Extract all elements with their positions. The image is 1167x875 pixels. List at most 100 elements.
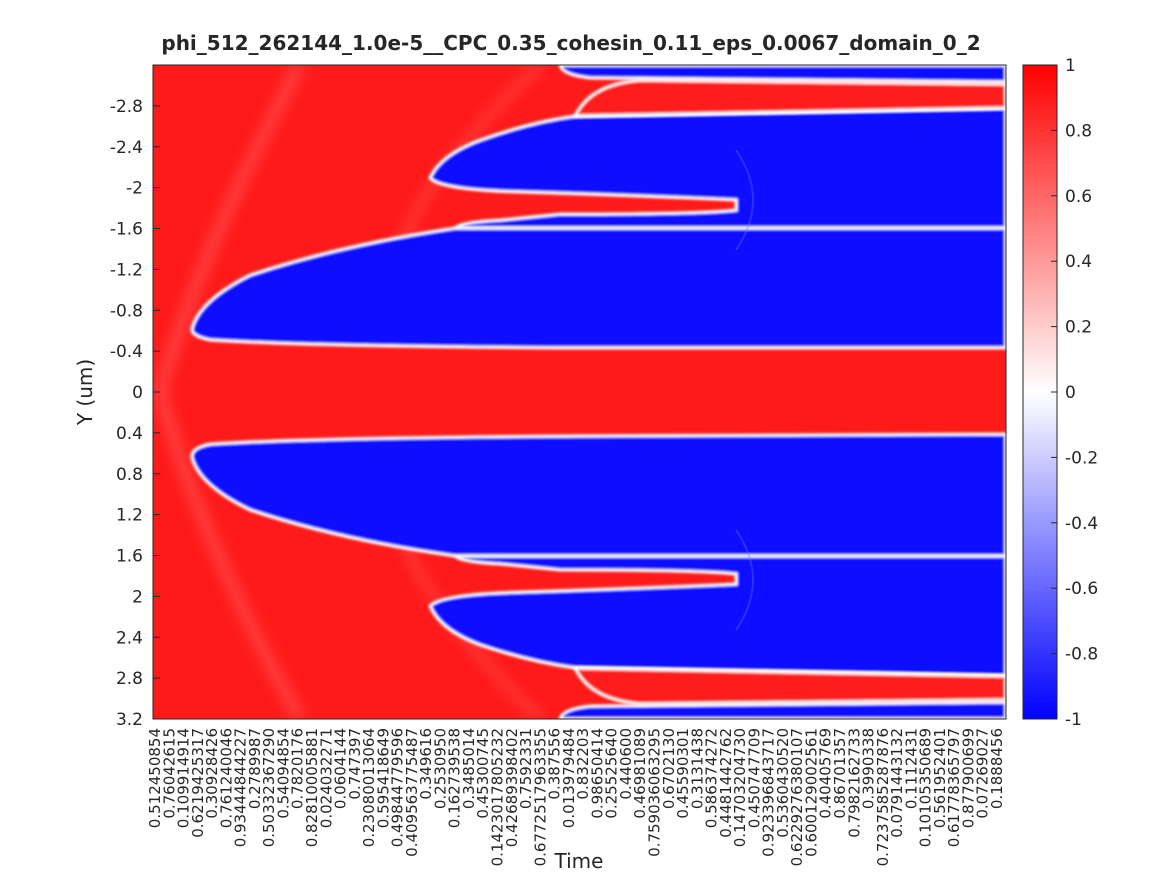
x-tick-clutter: 0.3485014 bbox=[460, 728, 478, 809]
x-tick-clutter: 0.45300745 bbox=[474, 728, 492, 819]
red-band-bottom-right bbox=[572, 666, 1006, 706]
x-tick-clutter: 0.162739538 bbox=[446, 728, 464, 828]
x-tick-clutter: 0.3990338 bbox=[860, 728, 878, 809]
x-tick-clutter: 0.586374272 bbox=[703, 728, 721, 828]
x-tick-clutter: 0.6702130 bbox=[660, 728, 678, 809]
x-tick-clutter: 0.349616 bbox=[417, 728, 435, 800]
y-tick-label: -1.2 bbox=[110, 260, 143, 280]
x-tick-clutter: 0.54094854 bbox=[274, 728, 292, 819]
colorbar-tick-label: 0.6 bbox=[1065, 187, 1092, 207]
x-tick-clutter: 0.0791443132 bbox=[888, 728, 906, 838]
colorbar-tick-label: -1 bbox=[1065, 710, 1082, 730]
y-tick-label: 2.4 bbox=[116, 628, 143, 648]
x-tick-clutter: 0.6772517963355 bbox=[531, 728, 549, 866]
x-tick-clutter: 0.25525640 bbox=[603, 728, 621, 819]
x-tick-clutter: 0.93444844227 bbox=[232, 728, 250, 847]
x-tick-clutter: 0.0604144 bbox=[332, 728, 350, 809]
y-tick-label: 0 bbox=[132, 383, 143, 403]
x-tick-clutter: 0.7982162733 bbox=[845, 728, 863, 838]
colorbar-tick-label: 0.8 bbox=[1065, 121, 1092, 141]
x-tick-clutter: 0.6229276380107 bbox=[788, 728, 806, 866]
x-tick-clutter: 0.7592331 bbox=[517, 728, 535, 809]
red-band-top-right bbox=[572, 78, 1006, 118]
y-tick-label: 0.4 bbox=[116, 424, 143, 444]
y-tick-label: 0.8 bbox=[116, 465, 143, 485]
x-tick-clutter: 0.5360430520 bbox=[774, 728, 792, 838]
blue-domain-upper bbox=[190, 226, 1006, 350]
blue-domain-upper-2 bbox=[428, 106, 1006, 230]
x-tick-clutter: 0.877900699 bbox=[960, 728, 978, 828]
chart-title: phi_512_262144_1.0e-5__CPC_0.35_cohesin_… bbox=[161, 31, 980, 55]
x-tick-clutter: 0.2789987 bbox=[246, 728, 264, 809]
y-tick-label: 1.6 bbox=[116, 547, 143, 567]
x-tick-clutter: 0.7237585287876 bbox=[874, 728, 892, 866]
ghost-cone-lower bbox=[735, 529, 754, 631]
x-tick-clutter: 0.3131438 bbox=[688, 728, 706, 809]
blue-band-top bbox=[558, 65, 1006, 84]
x-tick-clutter: 0.45590301 bbox=[674, 728, 692, 819]
x-tick-clutter: 0.40405769 bbox=[817, 728, 835, 819]
blue-domain-lower bbox=[190, 432, 1006, 558]
y-tick-label: 2 bbox=[132, 587, 143, 607]
ghost-cone-upper bbox=[735, 149, 754, 251]
y-tick-label: -1.6 bbox=[110, 220, 143, 240]
y-tick-label: -2 bbox=[126, 179, 143, 199]
colorbar-tick-label: -0.6 bbox=[1065, 579, 1098, 599]
x-tick-clutter: 0.440600 bbox=[617, 728, 635, 800]
colorbar-tick-label: -0.2 bbox=[1065, 448, 1098, 468]
x-tick-clutter: 0.759036063295 bbox=[646, 728, 664, 857]
x-tick-clutter: 0.761240046 bbox=[217, 728, 235, 828]
colorbar-tick-label: 0.4 bbox=[1065, 252, 1092, 272]
y-tick-label: 3.2 bbox=[116, 710, 143, 730]
blue-domain-lower-2 bbox=[428, 554, 1006, 678]
x-tick-clutter: 0.1888456 bbox=[988, 728, 1006, 809]
x-tick-clutter: 0.561952401 bbox=[931, 728, 949, 828]
x-tick-clutter: 0.747397 bbox=[346, 728, 364, 800]
x-tick-clutter: 0.98650414 bbox=[588, 728, 606, 819]
x-axis-label: Time bbox=[554, 849, 604, 873]
x-tick-clutter: 0.387556 bbox=[546, 728, 564, 800]
x-tick-clutter: 0.409563775487 bbox=[403, 728, 421, 857]
x-tick-clutter: 0.10105350689 bbox=[917, 728, 935, 847]
x-tick-clutter: 0.49844779596 bbox=[389, 728, 407, 847]
colorbar-tick-label: -0.4 bbox=[1065, 514, 1098, 534]
y-tick-label: -0.8 bbox=[110, 301, 143, 321]
x-tick-clutter: 0.1423017805232 bbox=[489, 728, 507, 866]
x-tick-clutter: 0.013979484 bbox=[560, 728, 578, 828]
x-tick-clutter: 0.832203 bbox=[574, 728, 592, 800]
colorbar-tick-label: 0 bbox=[1065, 383, 1076, 403]
x-tick-clutter: 0.024032271 bbox=[317, 728, 335, 828]
x-tick-clutter: 0.23080013064 bbox=[360, 728, 378, 847]
x-tick-clutter: 0.1112431 bbox=[902, 728, 920, 809]
x-tick-clutter: 0.600129002561 bbox=[803, 728, 821, 857]
colorbar-tick-label: 1 bbox=[1065, 56, 1076, 76]
x-tick-clutter: 0.76042615 bbox=[160, 728, 178, 819]
heatmap bbox=[153, 65, 1006, 719]
x-tick-clutter: 0.86701357 bbox=[831, 728, 849, 819]
x-tick-clutter: 0.14703204730 bbox=[731, 728, 749, 847]
x-tick-clutter: 0.923396843717 bbox=[760, 728, 778, 857]
x-tick-clutter: 0.82810005881 bbox=[303, 728, 321, 847]
x-tick-clutter: 0.07269027 bbox=[974, 728, 992, 819]
x-tick-labels: 0.5124508540.760426150.1099149140.621942… bbox=[146, 728, 1006, 866]
blue-band-bottom bbox=[558, 700, 1006, 719]
colorbar-axis: 1 0.8 0.6 0.4 0.2 0 -0.2 -0.4 -0.6 -0.8 -1 bbox=[1051, 56, 1098, 730]
x-tick-clutter: 0.50332367290 bbox=[260, 728, 278, 847]
y-axis: -2.8 -2.4 -2 -1.6 -1.2 -0.8 -0.4 0 0.4 0.8 1.2 1.6 2… bbox=[110, 97, 160, 730]
y-tick-label: -2.8 bbox=[110, 97, 143, 117]
x-tick-clutter: 0.2530950 bbox=[431, 728, 449, 809]
y-tick-label: 2.8 bbox=[116, 669, 143, 689]
x-tick-clutter: 0.30928426 bbox=[203, 728, 221, 819]
x-tick-clutter: 0.450747709 bbox=[745, 728, 763, 828]
x-tick-clutter: 0.6219425317 bbox=[189, 728, 207, 838]
y-tick-label: -2.4 bbox=[110, 138, 143, 158]
y-axis-label: Y (um) bbox=[73, 359, 97, 426]
x-tick-clutter: 0.42689398402 bbox=[503, 728, 521, 847]
y-tick-label: 1.2 bbox=[116, 506, 143, 526]
x-tick-clutter: 0.595418649 bbox=[374, 728, 392, 828]
x-tick-clutter: 0.61778365797 bbox=[945, 728, 963, 847]
y-tick-label: -0.4 bbox=[110, 342, 143, 362]
x-tick-clutter: 0.4481442762 bbox=[717, 728, 735, 838]
colorbar-tick-label: 0.2 bbox=[1065, 318, 1092, 338]
